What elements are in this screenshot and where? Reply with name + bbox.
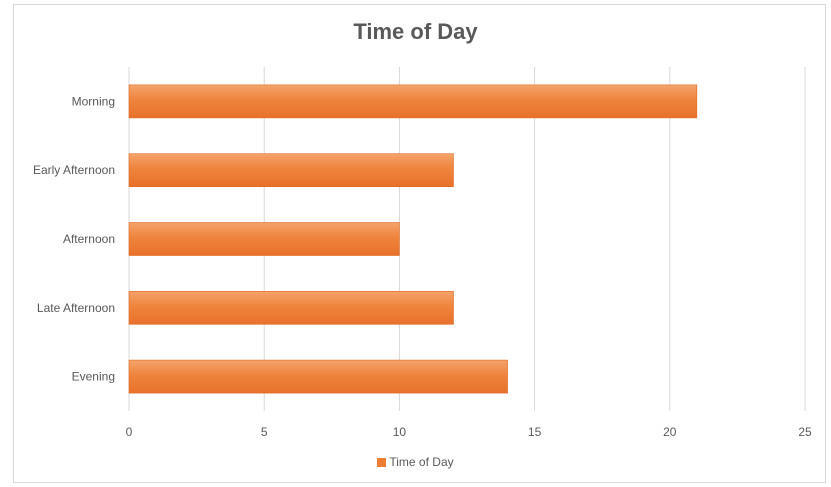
legend-label: Time of Day [389,455,454,469]
x-tick-label: 25 [798,425,812,439]
bar [128,84,698,119]
chart-title: Time of Day [353,19,478,44]
bar [128,359,508,394]
x-tick-labels: 0 5 10 15 20 25 [126,425,812,439]
bar [128,222,400,256]
category-label: Evening [72,370,115,384]
category-label: Early Afternoon [33,163,115,177]
bars [128,84,698,394]
x-tick-label: 20 [663,425,677,439]
bar [128,153,454,188]
x-tick-label: 10 [393,425,407,439]
category-labels: Morning Early Afternoon Afternoon Late Afte… [33,94,115,383]
legend-swatch [377,458,387,467]
legend: Time of Day [0,455,831,469]
x-tick-label: 15 [528,425,542,439]
x-tick-label: 0 [126,425,133,439]
bar [128,290,454,325]
category-label: Morning [72,94,115,108]
category-label: Afternoon [63,232,115,246]
category-label: Late Afternoon [37,301,115,315]
x-tick-label: 5 [261,425,268,439]
